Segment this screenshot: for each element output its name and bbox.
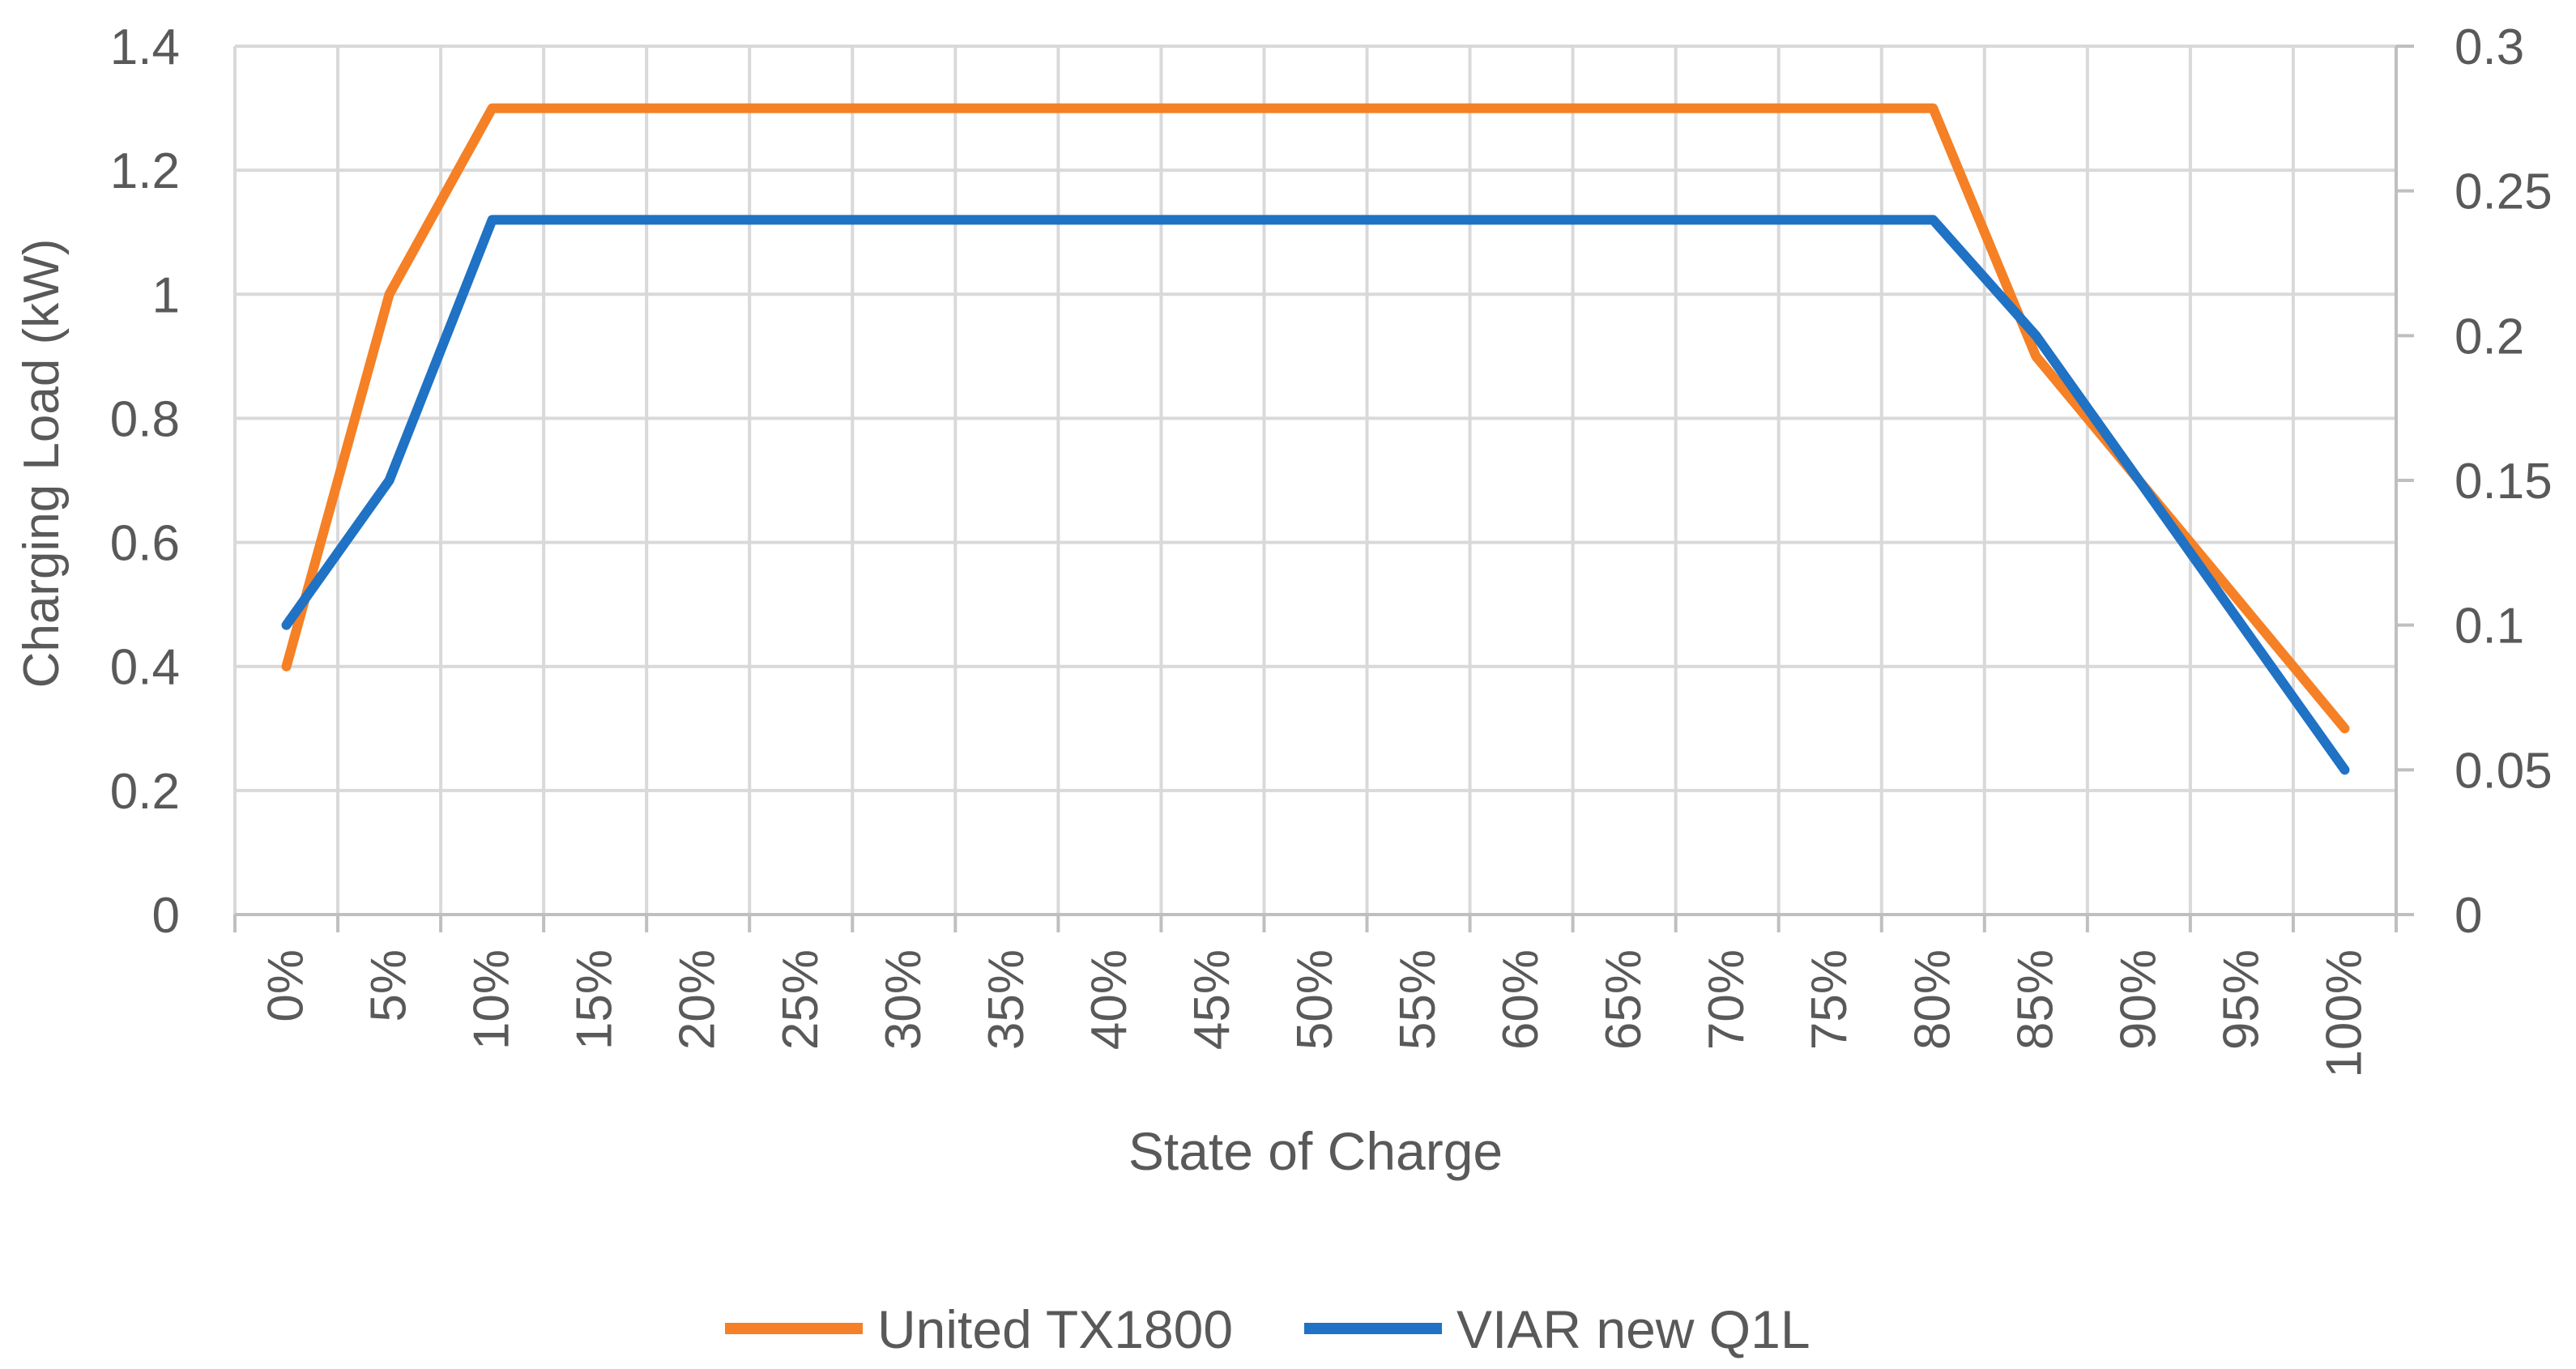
y-tick-label: 0.2	[110, 764, 180, 820]
y2-tick-label: 0.15	[2454, 454, 2553, 510]
legend-label: United TX1800	[877, 1299, 1233, 1359]
legend: United TX1800 VIAR new Q1L	[725, 1299, 1810, 1359]
x-axis-label: State of Charge	[1128, 1121, 1503, 1181]
x-tick-label: 100%	[2316, 949, 2372, 1078]
x-tick-label: 75%	[1802, 949, 1857, 1050]
x-tick-label: 60%	[1493, 949, 1549, 1050]
y-tick-label: 0.8	[110, 391, 180, 447]
series-line	[281, 215, 2350, 775]
series-line	[281, 103, 2350, 734]
y-axis-label: Charging Load (kW)	[14, 239, 70, 689]
legend-label: VIAR new Q1L	[1456, 1299, 1810, 1359]
axes	[233, 45, 2414, 932]
x-tick-label: 40%	[1081, 949, 1137, 1050]
left-axis-ticks: 0 0.2 0.4 0.6 0.8 1 1.2 1.4	[110, 19, 180, 944]
x-tick-label: 45%	[1184, 949, 1240, 1050]
y-tick-label: 0	[152, 888, 180, 944]
right-axis-ticks: 0 0.05 0.1 0.15 0.2 0.25 0.3	[2454, 19, 2553, 944]
y-tick-label: 0.4	[110, 640, 180, 696]
x-tick-label: 0%	[258, 949, 314, 1022]
x-tick-label: 70%	[1699, 949, 1755, 1050]
y-tick-label: 0.6	[110, 516, 180, 572]
x-axis-ticks: 0% 5% 10% 15% 20% 25% 30% 35% 40% 45% 50% 55% 60% 65%…	[258, 949, 2373, 1078]
y2-tick-label: 0.05	[2454, 743, 2553, 799]
x-tick-label: 5%	[361, 949, 417, 1022]
x-tick-label: 65%	[1596, 949, 1652, 1050]
gridlines	[233, 45, 2398, 916]
y-tick-label: 1	[152, 267, 180, 323]
y2-tick-label: 0.2	[2454, 309, 2524, 365]
x-tick-label: 20%	[670, 949, 726, 1050]
y2-tick-label: 0.25	[2454, 164, 2553, 220]
y2-tick-label: 0.3	[2454, 19, 2524, 75]
y-tick-label: 1.2	[110, 143, 180, 199]
x-tick-label: 90%	[2110, 949, 2166, 1050]
y2-tick-label: 0.1	[2454, 599, 2524, 655]
x-tick-label: 55%	[1390, 949, 1446, 1050]
series-lines	[281, 103, 2350, 775]
x-tick-label: 30%	[876, 949, 932, 1050]
x-tick-label: 50%	[1287, 949, 1343, 1050]
x-tick-label: 15%	[567, 949, 623, 1050]
x-tick-label: 85%	[2007, 949, 2063, 1050]
x-tick-label: 80%	[1904, 949, 1960, 1050]
y-tick-label: 1.4	[110, 19, 180, 75]
x-tick-label: 25%	[773, 949, 829, 1050]
x-tick-label: 10%	[464, 949, 520, 1050]
x-tick-label: 95%	[2213, 949, 2269, 1050]
y2-tick-label: 0	[2454, 888, 2482, 944]
x-tick-label: 35%	[979, 949, 1034, 1050]
